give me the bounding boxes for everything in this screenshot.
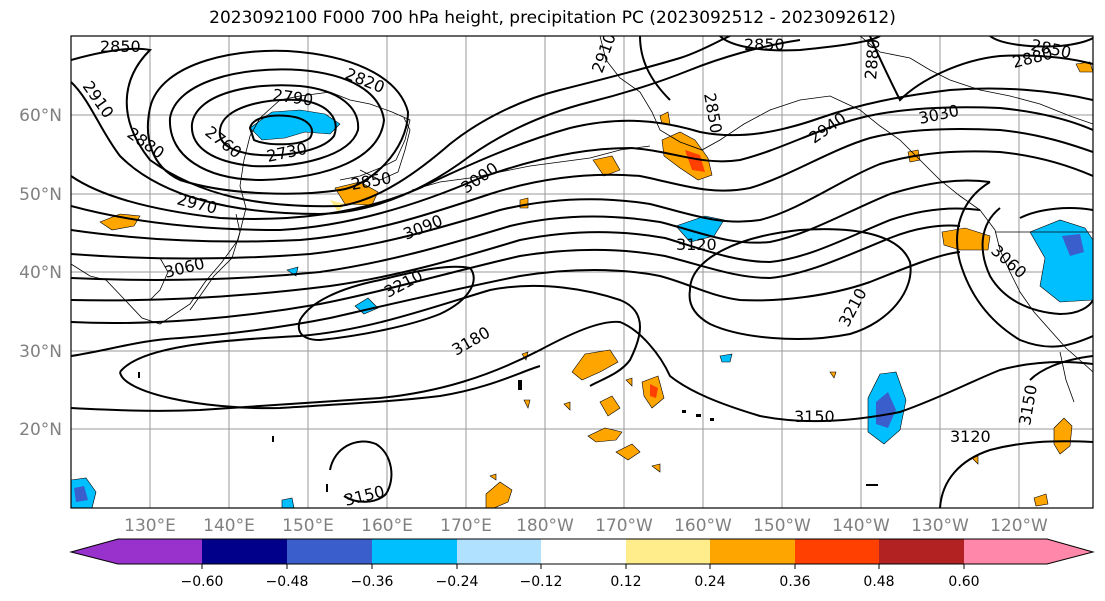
lat-label-20n: 20°N [19, 420, 62, 440]
lon-label-180w: 180°W [516, 516, 574, 536]
contour-3120 [71, 224, 961, 325]
coast-aleutians [411, 145, 651, 191]
precip-blob-bc [941, 227, 991, 251]
lon-label-150w: 150°W [753, 516, 811, 536]
lon-label-170e: 170°E [440, 516, 492, 536]
contour-2850-top [719, 36, 881, 52]
coast-kamchatka [359, 117, 411, 181]
contour-3000 [71, 127, 1093, 243]
colorbar-tick-neg012: −0.12 [520, 574, 563, 590]
lon-label-170w: 170°W [595, 516, 653, 536]
precip-blob-sub2 [587, 427, 623, 443]
contour-3180 [119, 284, 641, 410]
contour-2850 [146, 49, 410, 195]
coast-north-america-west [994, 229, 1093, 373]
contour-3150-loop [329, 440, 393, 503]
colorbar-tick-neg024: −0.24 [436, 574, 479, 590]
colorbar-bin-sky [372, 539, 457, 564]
lon-label-160w: 160°W [674, 516, 732, 536]
precip-blob-far-east [1053, 417, 1073, 455]
contour-label-2850-c: 2850 [744, 35, 785, 54]
coast-korea [149, 257, 169, 301]
colorbar-bin-mid-blue [287, 539, 372, 564]
lat-label-60n: 60°N [19, 106, 62, 126]
longitude-labels: 130°E 140°E 150°E 160°E 170°E 180°W 170°… [124, 516, 1048, 536]
colorbar-tick-neg036: −0.36 [351, 574, 394, 590]
contour-3120-east [939, 440, 1093, 508]
contour-2970 [71, 106, 1093, 232]
islands [138, 372, 878, 492]
colorbar-bin-dark-red [879, 539, 964, 564]
contour-label-2880-b: 2880 [861, 38, 883, 80]
coast-asia [71, 91, 411, 325]
map-title: 2023092100 F000 700 hPa height, precipit… [209, 8, 896, 28]
contour-2940 [71, 87, 1093, 220]
coast-alaska [599, 36, 996, 231]
lon-label-140w: 140°W [832, 516, 890, 536]
lon-label-150e: 150°E [282, 516, 334, 536]
colorbar-bin-light-blue [457, 539, 541, 564]
height-contours [71, 36, 1093, 508]
colorbar-tick-neg048: −0.48 [266, 574, 309, 590]
contour-right-ridge2 [981, 207, 1093, 316]
contour-2850-ne [989, 36, 1093, 48]
contour-3060 [71, 179, 991, 281]
colorbar-tick-neg060: −0.60 [181, 574, 224, 590]
precip-blob-south [485, 481, 513, 508]
contour-right-trough [1019, 207, 1093, 219]
colorbar-tick-024: 0.24 [694, 574, 725, 590]
contour-label-3120: 3120 [676, 235, 717, 254]
lon-label-130w: 130°W [911, 516, 969, 536]
contour-3120-small [1029, 355, 1093, 381]
contour-right-ridge [956, 181, 1093, 348]
colorbar-bin-navy [202, 539, 287, 564]
contour-3150 [71, 251, 961, 357]
contour-2730 [248, 114, 313, 146]
contour-3210-west [297, 265, 475, 342]
precip-anomaly-fills [71, 61, 1093, 508]
colorbar-tick-036: 0.36 [779, 574, 810, 590]
contour-3030 [71, 150, 1093, 260]
colorbar [69, 538, 1095, 565]
contour-3150-south [71, 320, 1093, 423]
contour-3090 [71, 207, 981, 302]
precip-blob-hawaii-n [571, 349, 619, 381]
contour-label-3120-b: 3120 [950, 427, 991, 446]
colorbar-bin-red-orange [795, 539, 879, 564]
map-frame [70, 35, 1094, 509]
lon-label-140e: 140°E [203, 516, 255, 536]
colorbar-tick-048: 0.48 [863, 574, 894, 590]
contour-2880-top [869, 36, 1093, 102]
colorbar-tick-012: 0.12 [610, 574, 641, 590]
lon-label-130e: 130°E [124, 516, 176, 536]
lat-label-50n: 50°N [19, 185, 62, 205]
colorbar-tick-060: 0.60 [948, 574, 979, 590]
precip-blob-sub3 [615, 443, 641, 461]
precip-blob-sub1 [599, 395, 621, 417]
contour-2760 [218, 98, 337, 157]
contour-2910-ne [639, 36, 671, 101]
colorbar-ticks: −0.60 −0.48 −0.36 −0.24 −0.12 0.12 0.24 … [181, 564, 980, 590]
contour-label-3150-a: 3150 [794, 407, 835, 426]
lat-label-40n: 40°N [19, 263, 62, 283]
contour-2820 [168, 68, 386, 182]
colorbar-bin-orange [710, 539, 795, 564]
colorbar-bin-light-yellow [626, 539, 710, 564]
coast-canada-north [859, 36, 1093, 125]
lon-label-160e: 160°E [361, 516, 413, 536]
contour-label-2850: 2850 [100, 37, 141, 56]
contour-3210-east [688, 228, 912, 340]
lon-label-120w: 120°W [990, 516, 1048, 536]
colorbar-bin-white [541, 539, 626, 564]
contour-2790 [190, 84, 360, 168]
coastlines [71, 36, 1093, 403]
contour-2910 [71, 39, 801, 216]
lat-label-30n: 30°N [19, 342, 62, 362]
contour-2880 [71, 36, 731, 208]
colorbar-extend-high [1047, 539, 1093, 564]
colorbar-extend-low [71, 539, 118, 564]
latitude-labels: 60°N 50°N 40°N 30°N 20°N [19, 106, 62, 440]
